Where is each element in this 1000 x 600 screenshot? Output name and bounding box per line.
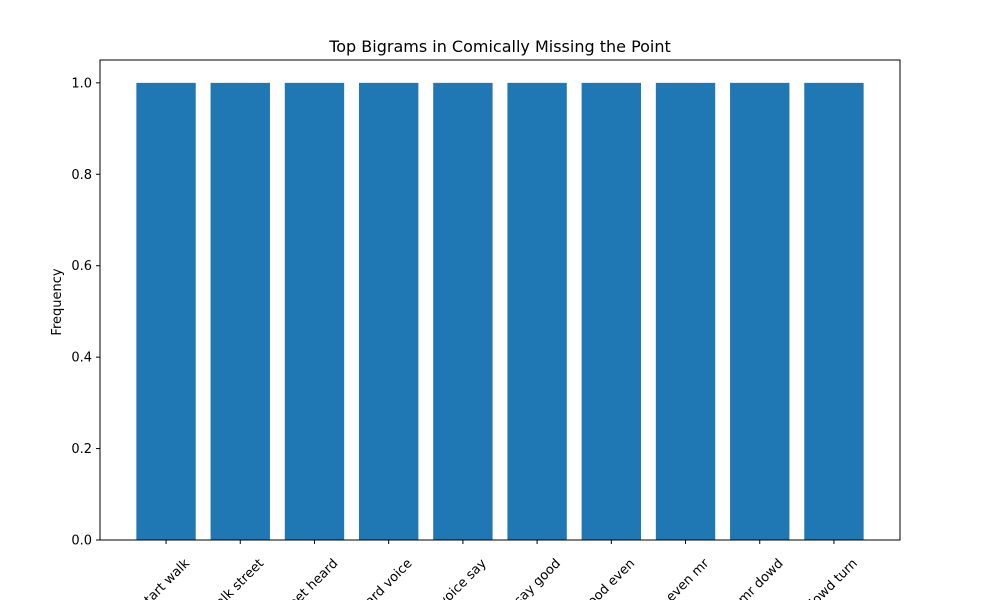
bar-even-mr — [655, 82, 716, 541]
x-tick-label: start walk — [137, 556, 193, 600]
y-tick-label: 0.6 — [71, 259, 92, 274]
x-tick-label: heard voice — [351, 556, 415, 600]
bars-group — [136, 82, 864, 541]
x-tick-label: voice say — [436, 556, 490, 600]
bar-voice-say — [433, 82, 493, 541]
plot-frame — [99, 59, 901, 541]
x-axis-ticks: start walk walk street street heard heard v… — [137, 540, 861, 600]
x-tick-label: even mr — [664, 556, 713, 600]
y-tick-label: 0.8 — [71, 168, 92, 183]
x-tick-label: mr dowd — [735, 556, 786, 600]
bar-start-walk — [136, 82, 196, 541]
bar-mr-dowd — [730, 82, 790, 541]
x-tick-label: good even — [579, 556, 638, 600]
y-tick-label: 0.4 — [71, 351, 92, 366]
y-tick-label: 0.2 — [71, 442, 92, 457]
bar-heard-voice — [359, 82, 419, 541]
x-tick-label: say good — [512, 556, 564, 600]
x-tick-label: walk street — [206, 556, 267, 600]
y-tick-label: 0.0 — [71, 534, 92, 549]
bar-say-good — [507, 82, 567, 541]
y-axis-label: Frequency — [50, 268, 65, 335]
bar-walk-street — [210, 82, 270, 541]
chart-title: Top Bigrams in Comically Missing the Poi… — [328, 37, 671, 56]
x-tick-label: street heard — [274, 556, 341, 600]
bar-street-heard — [284, 82, 345, 541]
x-tick-label: dowd turn — [804, 556, 861, 600]
bar-good-even — [581, 82, 641, 541]
bar-dowd-turn — [804, 82, 864, 541]
y-axis-ticks: 0.0 0.2 0.4 0.6 0.8 1.0 — [71, 76, 100, 549]
y-tick-label: 1.0 — [71, 76, 92, 91]
